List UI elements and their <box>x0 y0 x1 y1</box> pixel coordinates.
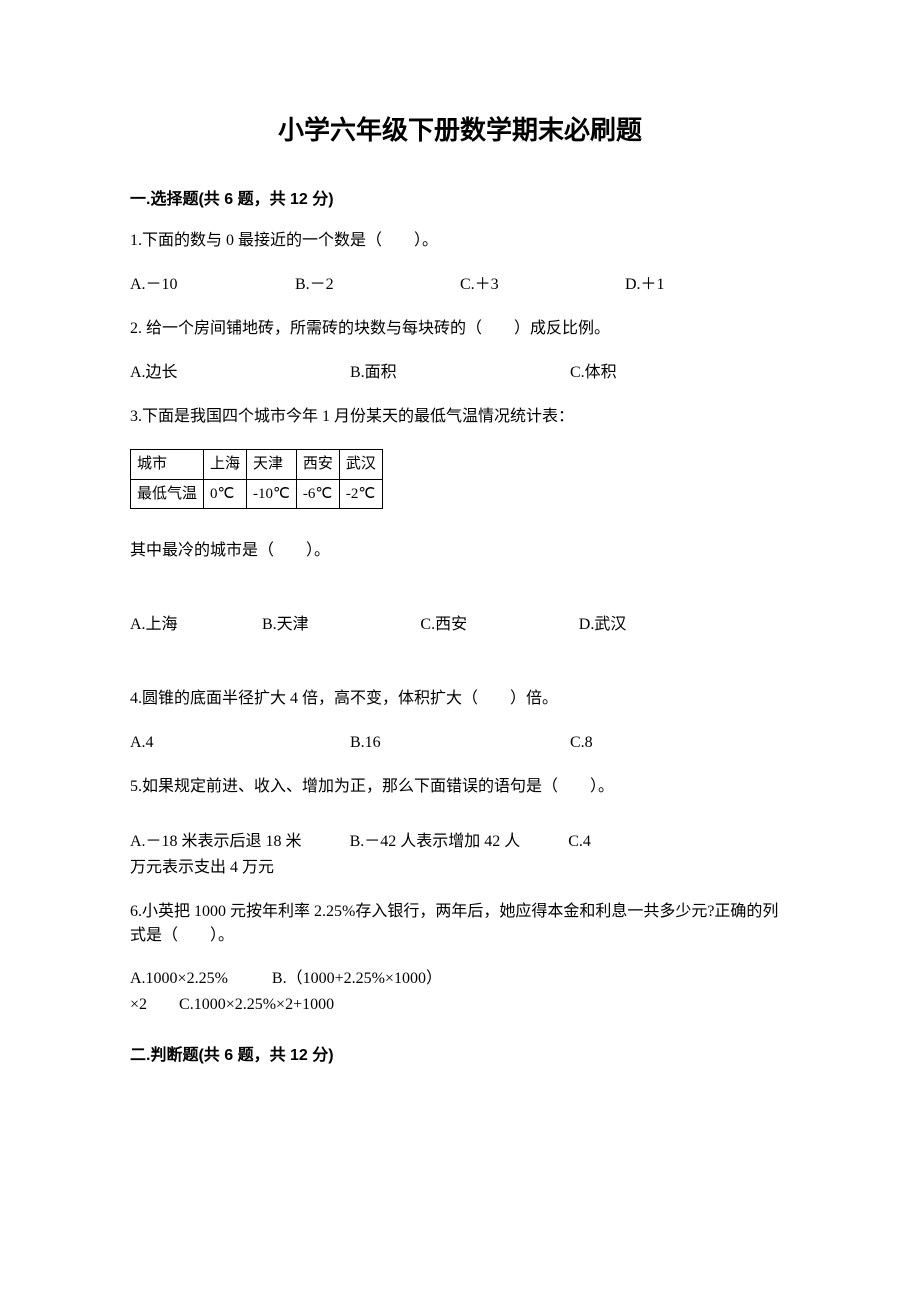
q5-option-a: A.－18 米表示后退 18 米 <box>130 833 302 850</box>
q1-option-a: A.－10 <box>130 273 295 297</box>
q6-options: A.1000×2.25% B.（1000+2.25%×1000） ×2 C.10… <box>130 966 790 1017</box>
q4-option-a: A.4 <box>130 731 350 755</box>
q5-option-c-part1: C.4 <box>568 833 591 850</box>
section-2-header: 二.判断题(共 6 题，共 12 分) <box>130 1041 790 1065</box>
table-cell: 西安 <box>296 450 339 480</box>
question-3: 3.下面是我国四个城市今年 1 月份某天的最低气温情况统计表： 城市 上海 天津… <box>130 405 790 637</box>
q3-option-b: B.天津 <box>262 613 420 637</box>
q3-option-d: D.武汉 <box>579 613 737 637</box>
q6-text: 6.小英把 1000 元按年利率 2.25%存入银行，两年后，她应得本金和利息一… <box>130 900 790 948</box>
q4-options: A.4 B.16 C.8 <box>130 731 790 755</box>
table-row: 城市 上海 天津 西安 武汉 <box>131 450 383 480</box>
table-row: 最低气温 0℃ -10℃ -6℃ -2℃ <box>131 479 383 509</box>
table-cell: 城市 <box>131 450 204 480</box>
table-cell: -6℃ <box>296 479 339 509</box>
section-1-header: 一.选择题(共 6 题，共 12 分) <box>130 185 790 209</box>
q5-options: A.－18 米表示后退 18 米 B.－42 人表示增加 42 人 C.4 万元… <box>130 829 790 880</box>
q6-option-c: C.1000×2.25%×2+1000 <box>179 996 334 1013</box>
q2-option-a: A.边长 <box>130 361 350 385</box>
q2-text: 2. 给一个房间铺地砖，所需砖的块数与每块砖的（ ）成反比例。 <box>130 317 790 341</box>
q2-options: A.边长 B.面积 C.体积 <box>130 361 790 385</box>
question-6: 6.小英把 1000 元按年利率 2.25%存入银行，两年后，她应得本金和利息一… <box>130 900 790 1017</box>
page-title: 小学六年级下册数学期末必刷题 <box>130 110 790 147</box>
q1-option-d: D.＋1 <box>625 273 790 297</box>
table-cell: -2℃ <box>339 479 382 509</box>
q6-option-b-part1: B.（1000+2.25%×1000） <box>272 970 442 987</box>
q2-option-b: B.面积 <box>350 361 570 385</box>
q6-option-b-part2: ×2 <box>130 996 147 1013</box>
q3-intro: 3.下面是我国四个城市今年 1 月份某天的最低气温情况统计表： <box>130 405 790 429</box>
table-cell: 0℃ <box>204 479 247 509</box>
q4-option-c: C.8 <box>570 731 790 755</box>
q1-text: 1.下面的数与 0 最接近的一个数是（ ）。 <box>130 229 790 253</box>
q1-options: A.－10 B.－2 C.＋3 D.＋1 <box>130 273 790 297</box>
question-5: 5.如果规定前进、收入、增加为正，那么下面错误的语句是（ ）。 A.－18 米表… <box>130 775 790 880</box>
q1-option-c: C.＋3 <box>460 273 625 297</box>
q4-option-b: B.16 <box>350 731 570 755</box>
table-cell: 天津 <box>247 450 297 480</box>
question-2: 2. 给一个房间铺地砖，所需砖的块数与每块砖的（ ）成反比例。 A.边长 B.面… <box>130 317 790 385</box>
q4-text: 4.圆锥的底面半径扩大 4 倍，高不变，体积扩大（ ）倍。 <box>130 687 790 711</box>
table-cell: 上海 <box>204 450 247 480</box>
q1-option-b: B.－2 <box>295 273 460 297</box>
temperature-table: 城市 上海 天津 西安 武汉 最低气温 0℃ -10℃ -6℃ -2℃ <box>130 449 383 509</box>
question-1: 1.下面的数与 0 最接近的一个数是（ ）。 A.－10 B.－2 C.＋3 D… <box>130 229 790 297</box>
table-cell: 武汉 <box>339 450 382 480</box>
q2-option-c: C.体积 <box>570 361 790 385</box>
table-cell: 最低气温 <box>131 479 204 509</box>
q3-option-a: A.上海 <box>130 613 262 637</box>
q6-option-a: A.1000×2.25% <box>130 970 228 987</box>
q5-text: 5.如果规定前进、收入、增加为正，那么下面错误的语句是（ ）。 <box>130 775 790 799</box>
q3-options: A.上海 B.天津 C.西安 D.武汉 <box>130 613 790 637</box>
table-cell: -10℃ <box>247 479 297 509</box>
q5-option-c-part2: 万元表示支出 4 万元 <box>130 859 274 876</box>
q3-text: 其中最冷的城市是（ ）。 <box>130 539 790 563</box>
q5-option-b: B.－42 人表示增加 42 人 <box>350 833 521 850</box>
question-4: 4.圆锥的底面半径扩大 4 倍，高不变，体积扩大（ ）倍。 A.4 B.16 C… <box>130 687 790 755</box>
q3-option-c: C.西安 <box>420 613 578 637</box>
